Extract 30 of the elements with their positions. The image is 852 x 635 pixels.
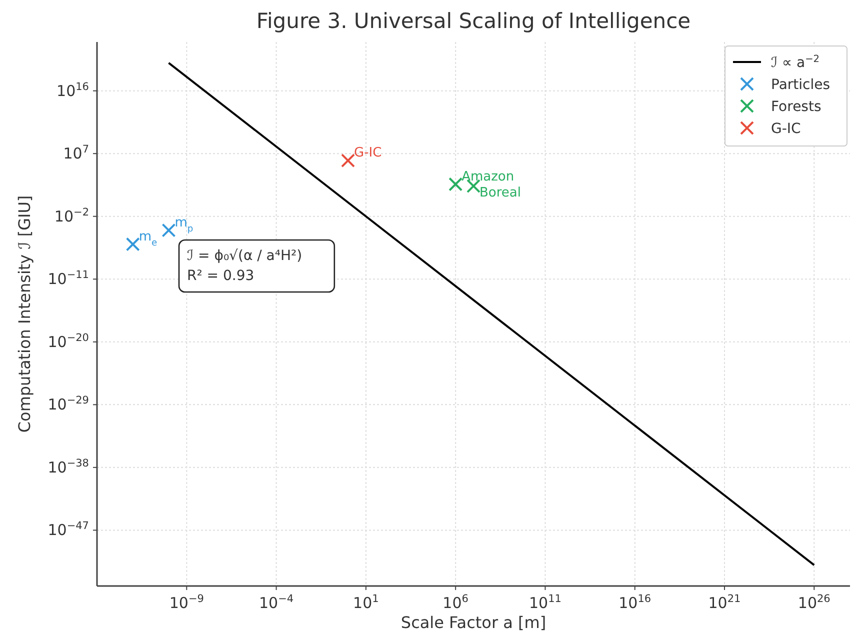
annotation: G-IC xyxy=(354,146,382,161)
y-axis-title: Computation Intensity ℐ [GIU] xyxy=(15,195,34,433)
y-tick-label: 10$^{−11}$ xyxy=(48,269,89,288)
x-tick-label: 10$^{11}$ xyxy=(528,593,562,612)
x-tick-label: 10$^{−9}$ xyxy=(169,593,204,612)
legend-label: G-IC xyxy=(771,121,802,137)
x-tick-label: 10$^{−4}$ xyxy=(258,593,294,612)
annotation: ℐ = ϕ₀√(α / a⁴H²) xyxy=(187,248,302,264)
y-tick-label: 10$^{−20}$ xyxy=(48,332,89,351)
legend-label: Forests xyxy=(771,99,822,115)
annotation: R² = 0.93 xyxy=(187,268,254,284)
y-tick-label: 10$^{−47}$ xyxy=(48,520,89,540)
x-tick-label: 10$^{1}$ xyxy=(353,593,379,612)
x-tick-label: 10$^{6}$ xyxy=(442,593,469,612)
y-tick-label: 10$^{−2}$ xyxy=(54,206,89,226)
y-tick-label: 10$^{−29}$ xyxy=(48,394,89,414)
x-tick-label: 10$^{26}$ xyxy=(798,593,831,612)
x-tick-label: 10$^{21}$ xyxy=(708,593,741,612)
legend-label: Particles xyxy=(771,77,830,93)
y-tick-label: 10$^{16}$ xyxy=(56,80,90,100)
y-tick-label: 10$^{7}$ xyxy=(63,144,89,163)
annotation: m$_{e}$ xyxy=(138,229,158,248)
y-tick-label: 10$^{−38}$ xyxy=(48,457,89,476)
annotation: Amazon xyxy=(462,169,514,184)
annotation: Boreal xyxy=(480,185,522,200)
chart-title: Figure 3. Universal Scaling of Intelligence xyxy=(256,9,691,33)
x-tick-label: 10$^{16}$ xyxy=(618,593,652,612)
x-axis-title: Scale Factor a [m] xyxy=(400,613,546,632)
legend-label: ℐ ∝ a$^{−2}$ xyxy=(771,54,820,71)
annotation: m$_{p}$ xyxy=(174,215,194,234)
